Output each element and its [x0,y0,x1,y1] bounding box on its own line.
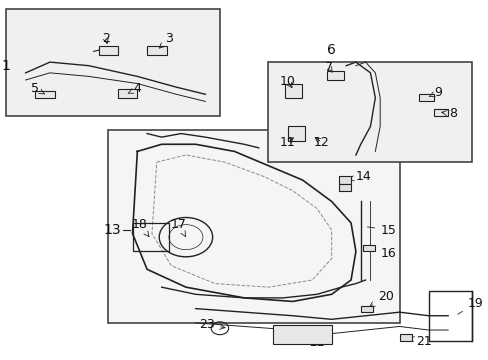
Text: 17: 17 [170,218,186,237]
Bar [118,89,137,98]
Text: 6: 6 [326,43,335,57]
Text: 11: 11 [280,136,295,149]
Text: 23: 23 [199,318,224,331]
Text: 9: 9 [428,86,442,99]
Bar [268,62,471,162]
Bar [428,291,471,341]
Text: 19: 19 [457,297,482,314]
Bar [35,91,55,98]
Text: 18: 18 [132,218,149,237]
Bar [287,126,305,141]
Text: 12: 12 [313,136,329,149]
Bar [433,109,447,116]
Bar [399,334,411,341]
Text: 14: 14 [348,170,371,183]
Text: 4: 4 [128,82,141,95]
Text: 20: 20 [369,289,393,307]
Text: 8: 8 [441,107,456,120]
Text: 5: 5 [31,82,44,95]
Bar [285,84,302,98]
Text: 21: 21 [408,335,431,348]
Bar [338,176,350,184]
Text: 13: 13 [103,223,121,237]
Bar [98,46,118,55]
Text: 10: 10 [280,75,295,88]
Text: 15: 15 [366,224,395,237]
Bar [418,94,433,102]
Text: 1: 1 [1,59,10,73]
Text: 7: 7 [325,61,332,74]
Bar [326,71,343,80]
Bar [273,325,331,344]
Text: 22: 22 [303,335,324,349]
Text: 3: 3 [159,32,173,48]
Bar [132,223,168,251]
Bar [6,9,220,116]
Text: 2: 2 [102,32,109,45]
Bar [338,184,350,191]
Bar [363,245,375,251]
Text: 16: 16 [371,247,395,260]
Bar [360,306,372,312]
Bar [108,130,399,323]
Bar [147,46,166,55]
